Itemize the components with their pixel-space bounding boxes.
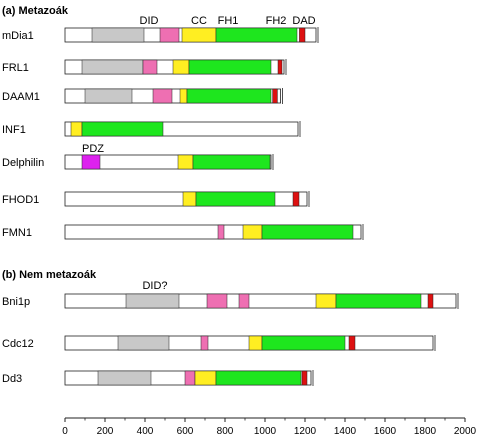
protein-name: Delphilin <box>2 157 44 169</box>
domain-did <box>91 27 145 43</box>
axis-tick-label: 1200 <box>294 426 317 437</box>
domain-did <box>84 88 133 104</box>
x-axis: 0 200 400 600 800 1000 1200 1400 1600 1800 2000 <box>62 417 477 437</box>
domain-fh1 <box>70 121 83 137</box>
axis-tick-label: 200 <box>97 426 114 437</box>
protein-row-fmn1: FMN1 <box>2 224 364 240</box>
domain-pdz <box>81 154 101 170</box>
domain-dad <box>299 27 306 43</box>
protein-name: FMN1 <box>2 227 32 239</box>
domain-dad <box>277 59 283 75</box>
domain-fh1 <box>315 293 337 309</box>
domain-header-label: DAD <box>292 15 315 27</box>
section-title: (a) Metazoák <box>2 5 69 17</box>
domain-fh2 <box>186 88 272 104</box>
domain-fh1 <box>248 335 263 351</box>
domain-fh2 <box>215 370 302 386</box>
axis-tick-label: 600 <box>177 426 194 437</box>
axis-tick-label: 1600 <box>374 426 397 437</box>
protein-name: Dd3 <box>2 373 22 385</box>
protein-row-bni1p: Bni1p <box>2 293 459 309</box>
axis-tick-label: 1400 <box>334 426 357 437</box>
protein-row-fhod1: FHOD1 <box>2 191 310 207</box>
axis-tick-label: 1800 <box>414 426 437 437</box>
domain-dad <box>301 370 308 386</box>
domain-fh1 <box>242 224 263 240</box>
domain-fh1 <box>179 88 188 104</box>
protein-row-frl1: FRL1 <box>2 59 287 75</box>
protein-name: mDia1 <box>2 30 34 42</box>
domain-did <box>81 59 144 75</box>
domain-header-label: DID? <box>142 280 167 292</box>
axis-tick-label: 400 <box>137 426 154 437</box>
domain-header-label: FH1 <box>218 15 239 27</box>
domain-cc <box>184 370 196 386</box>
axis-tick-label: 800 <box>217 426 234 437</box>
domain-cc <box>152 88 173 104</box>
domain-cc <box>238 293 250 309</box>
domain-fh1 <box>177 154 194 170</box>
pdz-label: PDZ <box>82 143 104 155</box>
domain-fh2 <box>195 191 276 207</box>
axis-tick-label: 0 <box>62 426 68 437</box>
domain-fh1 <box>194 370 217 386</box>
protein-name: Cdc12 <box>2 338 34 350</box>
protein-name: FRL1 <box>2 62 29 74</box>
section-title: (b) Nem metazoák <box>2 269 97 281</box>
domain-fh2 <box>192 154 271 170</box>
domain-fh2 <box>261 224 354 240</box>
domain-dad <box>427 293 434 309</box>
domain-fh2 <box>261 335 346 351</box>
domain-cc <box>206 293 228 309</box>
axis-tick-label: 2000 <box>454 426 477 437</box>
domain-cc <box>159 27 180 43</box>
domain-header-label: DID <box>140 15 159 27</box>
domain-fh1 <box>181 27 217 43</box>
axis-tick-label: 1000 <box>254 426 277 437</box>
protein-name: Bni1p <box>2 296 30 308</box>
domain-cc <box>142 59 158 75</box>
protein-row-cdc12: Cdc12 <box>2 335 436 351</box>
domain-header-label: CC <box>191 15 207 27</box>
domain-cc <box>217 224 225 240</box>
protein-name: FHOD1 <box>2 194 39 206</box>
domain-fh2 <box>215 27 298 43</box>
protein-name: INF1 <box>2 124 26 136</box>
domain-did <box>125 293 180 309</box>
domain-fh2 <box>335 293 422 309</box>
domain-dad <box>292 191 300 207</box>
protein-row-dd3: Dd3 <box>2 370 314 386</box>
protein-row-delphilin: Delphilin <box>2 154 274 170</box>
domain-did <box>97 370 152 386</box>
domain-fh1 <box>182 191 197 207</box>
domain-fh2 <box>81 121 164 137</box>
section-b-non-metazoa: (b) Nem metazoák DID? Bni1p Cdc12 Dd3 <box>2 269 459 386</box>
domain-dad <box>272 88 278 104</box>
domain-fh1 <box>172 59 190 75</box>
domain-header-label: FH2 <box>266 15 287 27</box>
protein-row-mdia1: mDia1 <box>2 27 319 43</box>
domain-dad <box>348 335 356 351</box>
domain-fh2 <box>188 59 272 75</box>
protein-row-daam1: DAAM1 <box>2 88 284 104</box>
protein-name: DAAM1 <box>2 91 40 103</box>
domain-did <box>117 335 170 351</box>
protein-row-inf1: INF1 <box>2 121 301 137</box>
domain-cc <box>200 335 209 351</box>
section-a-metazoa: (a) Metazoák DID CC FH1 FH2 DAD mDia1 FRL1 DAAM1… <box>2 5 364 240</box>
